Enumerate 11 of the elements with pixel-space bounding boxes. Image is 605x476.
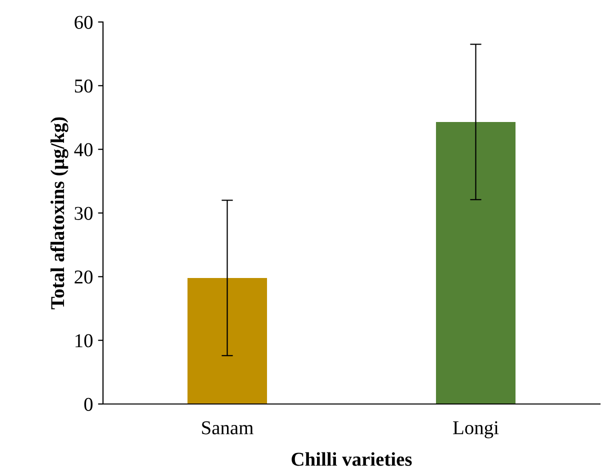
y-tick-label: 20: [74, 270, 93, 284]
y-tick-label: 30: [74, 206, 93, 220]
y-tick-label: 10: [76, 334, 93, 348]
y-tick-label: 0: [84, 398, 93, 411]
x-tick-label: Longi: [453, 421, 499, 438]
y-tick-label: 60: [74, 16, 93, 29]
y-tick-label: 50: [74, 79, 93, 93]
y-tick-label: 40: [74, 143, 93, 156]
x-tick-label: Sanam: [202, 421, 254, 434]
y-axis-title: Total aflatoxins (µg/kg): [50, 117, 68, 310]
x-axis-title: Chilli varieties: [292, 452, 412, 466]
